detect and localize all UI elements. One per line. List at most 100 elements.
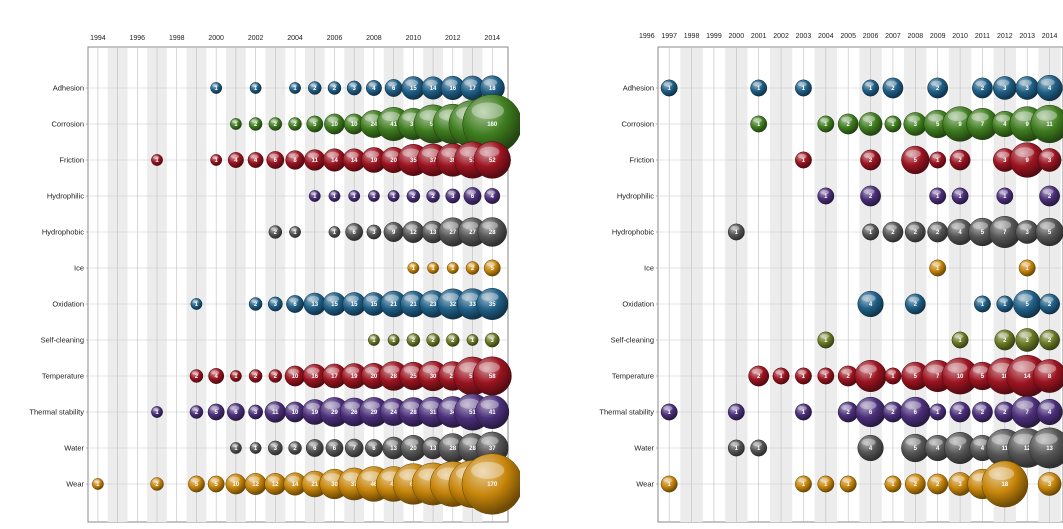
bubble-highlight bbox=[290, 119, 298, 123]
bubble-value-label: 1 bbox=[869, 230, 873, 236]
bubble-wear: 12 bbox=[244, 473, 267, 495]
bubble-highlight bbox=[365, 150, 379, 158]
bubble-hydrophilic: 1 bbox=[348, 190, 361, 202]
bubble-marker bbox=[248, 117, 263, 131]
bubble-marker bbox=[839, 475, 857, 493]
x-tick-label: 1999 bbox=[706, 33, 722, 40]
x-tick-label: 2014 bbox=[1042, 33, 1058, 40]
bubble-highlight bbox=[999, 298, 1009, 303]
bubble-marker bbox=[426, 189, 440, 203]
bubble-marker bbox=[901, 145, 930, 175]
bubble-value-label: 1 bbox=[392, 194, 396, 200]
bubble-hydrophobic: 1 bbox=[727, 223, 745, 241]
bubble-marker bbox=[346, 80, 362, 96]
bubble-thermal-stability: 2 bbox=[994, 401, 1016, 423]
bubble-highlight bbox=[930, 224, 942, 231]
bubble-marker bbox=[308, 190, 321, 202]
bubble-marker bbox=[1015, 328, 1040, 352]
bubble-adhesion: 2 bbox=[972, 77, 993, 99]
category-label: Hydrophilic bbox=[617, 192, 654, 201]
bubble-marker bbox=[344, 438, 364, 458]
bubble-highlight bbox=[404, 438, 419, 446]
bubble-marker bbox=[365, 80, 382, 96]
bubble-highlight bbox=[976, 298, 986, 303]
bubble-marker bbox=[305, 439, 324, 457]
bubble-highlight bbox=[470, 461, 505, 479]
bubble-value-label: 1 bbox=[936, 410, 940, 416]
bubble-value-label: 12 bbox=[410, 230, 417, 236]
bubble-value-label: 1 bbox=[824, 122, 828, 128]
bubble-marker bbox=[473, 141, 511, 179]
bubble-value-label: 1 bbox=[802, 158, 806, 164]
bubble-hydrophilic: 1 bbox=[368, 190, 380, 202]
bubble-highlight bbox=[389, 191, 396, 196]
bubble-highlight bbox=[478, 361, 500, 373]
bubble-ice: 1 bbox=[407, 262, 420, 274]
bubble-highlight bbox=[751, 368, 763, 375]
bubble-value-label: 5 bbox=[214, 482, 218, 488]
bubble-value-label: 41 bbox=[390, 122, 397, 128]
bubble-highlight bbox=[326, 367, 340, 374]
bubble-value-label: 27 bbox=[449, 230, 456, 236]
bubble-value-label: 2 bbox=[412, 338, 416, 344]
bubble-value-label: 33 bbox=[469, 302, 476, 308]
bubble-value-label: 1 bbox=[824, 338, 828, 344]
bubble-value-label: 5 bbox=[914, 374, 918, 380]
bubble-marker bbox=[927, 473, 949, 495]
bubble-self-cleaning: 2 bbox=[994, 329, 1016, 351]
bubble-marker bbox=[249, 442, 262, 454]
bubble-highlight bbox=[861, 438, 876, 446]
bubble-value-label: 3 bbox=[372, 230, 376, 236]
bubble-highlight bbox=[841, 368, 853, 375]
bubble-hydrophilic: 2 bbox=[860, 185, 881, 207]
bubble-highlight bbox=[887, 118, 897, 123]
bubble-corrosion: 3 bbox=[903, 112, 928, 136]
bubble-marker bbox=[1039, 329, 1060, 351]
bubble-value-label: 3 bbox=[1026, 86, 1030, 92]
bubble-marker bbox=[445, 188, 461, 204]
bubble-friction: 1 bbox=[151, 154, 163, 166]
bubble-self-cleaning: 2 bbox=[1039, 329, 1060, 351]
bubble-oxidation: 1 bbox=[996, 295, 1014, 313]
bubble-value-label: 1 bbox=[824, 482, 828, 488]
bubble-highlight bbox=[1017, 293, 1033, 302]
bubble-value-label: 18 bbox=[1001, 482, 1008, 488]
bubble-highlight bbox=[483, 79, 498, 86]
bubble-marker bbox=[327, 81, 342, 95]
bubble-value-label: 1 bbox=[254, 446, 258, 452]
bubble-marker bbox=[348, 190, 361, 202]
bubble-value-label: 1 bbox=[313, 194, 317, 200]
bubble-value-label: 1 bbox=[412, 266, 416, 272]
x-tick-label: 2000 bbox=[729, 33, 745, 40]
bubble-highlight bbox=[384, 294, 399, 302]
bubble-value-label: 2 bbox=[313, 86, 317, 92]
bubble-marker bbox=[465, 261, 480, 275]
bubble-value-label: 2 bbox=[293, 446, 297, 452]
bubble-oxidation: 2 bbox=[1039, 293, 1060, 315]
bubble-marker bbox=[794, 79, 812, 97]
bubble-highlight bbox=[931, 262, 941, 267]
bubble-value-label: 28 bbox=[390, 374, 397, 380]
bubble-value-label: 4 bbox=[254, 158, 258, 164]
category-label: Hydrophobic bbox=[42, 228, 84, 237]
bubble-marker bbox=[407, 262, 420, 274]
bubble-value-label: 170 bbox=[487, 482, 498, 488]
bubble-marker bbox=[1036, 398, 1063, 426]
bubble-highlight bbox=[887, 478, 897, 483]
bubble-value-label: 1 bbox=[779, 374, 783, 380]
bubble-friction: 1 bbox=[210, 154, 223, 166]
bubble-value-label: 1 bbox=[891, 122, 895, 128]
bubble-highlight bbox=[307, 295, 320, 303]
bubble-highlight bbox=[841, 404, 853, 411]
bubble-wear: 14 bbox=[283, 472, 307, 496]
bubble-value-label: 2 bbox=[958, 410, 962, 416]
bubble-value-label: 15 bbox=[331, 302, 338, 308]
x-tick-label: 2008 bbox=[366, 35, 382, 42]
bubble-highlight bbox=[212, 155, 219, 160]
bubble-marker bbox=[1030, 104, 1063, 144]
bubble-highlight bbox=[93, 479, 101, 484]
bubble-highlight bbox=[908, 476, 920, 483]
bubble-ice: 2 bbox=[465, 261, 480, 275]
bubble-highlight bbox=[775, 370, 785, 375]
bubble-water: 6 bbox=[325, 439, 344, 457]
